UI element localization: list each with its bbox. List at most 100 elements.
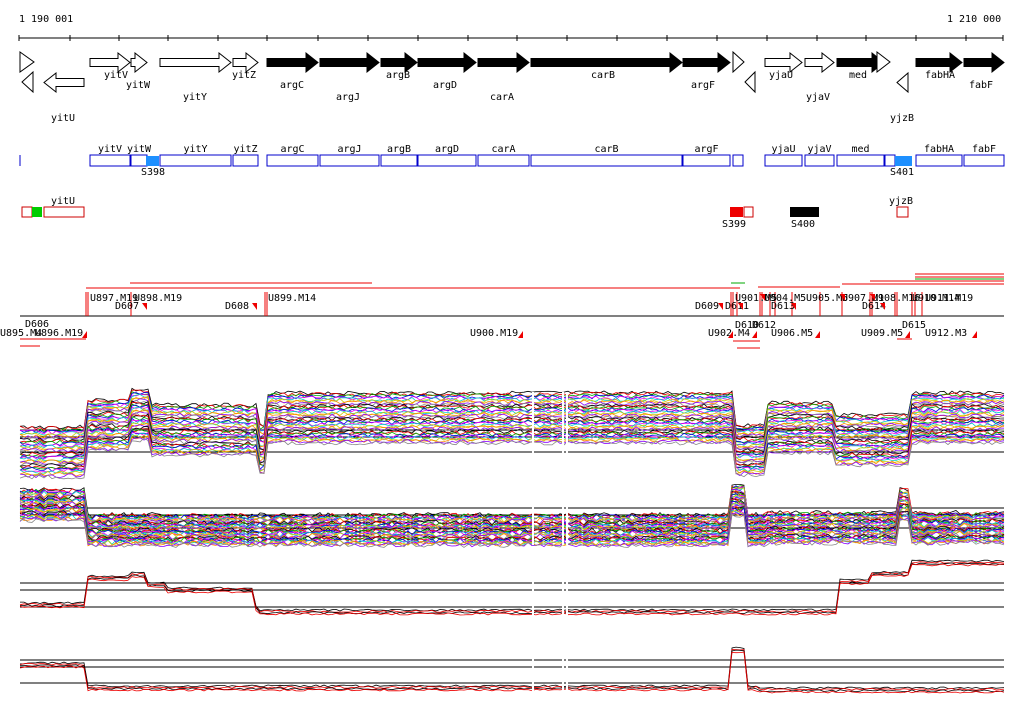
segment-lower-label: U902.M4 — [708, 328, 750, 339]
gene-box-label: carA — [491, 144, 515, 155]
expression-line — [19, 430, 1005, 472]
segment-flag — [840, 294, 845, 301]
gene-arrow-yjzB — [896, 71, 909, 94]
gene-box-rect — [530, 154, 683, 167]
gene-arrow-fabF — [963, 51, 1005, 74]
expression-line — [19, 413, 1005, 455]
gene-arrow-yitU — [43, 71, 85, 94]
gene-arrow-yjaU — [764, 51, 803, 74]
gene-box-label: carB — [594, 144, 618, 155]
gene-argJ: argJ — [319, 51, 380, 103]
segment-flag — [972, 331, 977, 338]
gene-arrow-yitY — [159, 51, 232, 74]
minus-label-yitU: yitU — [51, 196, 75, 207]
gene-box-label: argD — [435, 144, 459, 155]
gene-label-carB: carB — [591, 70, 615, 81]
gene-box-yjaV: yjaV — [804, 144, 835, 167]
segment-D-upper-label: D609 — [695, 301, 719, 312]
minus-box — [43, 206, 85, 218]
gene-arrowhead — [876, 50, 891, 74]
expression-panels — [19, 387, 1005, 700]
segment-flag — [760, 294, 765, 301]
expression-line — [19, 484, 1005, 519]
gene-box-yitV: yitV — [89, 144, 131, 167]
gene-box-rect — [159, 154, 232, 167]
segment-upper-label: U898.M19 — [134, 293, 182, 304]
gene-box-rect — [682, 154, 731, 167]
segment-flag — [905, 331, 910, 338]
segment-flag — [718, 303, 723, 310]
gene-yitY: yitY — [159, 51, 232, 103]
site-label-S398: S398 — [141, 167, 165, 178]
gene-box-rect — [130, 154, 148, 167]
expression-line — [20, 646, 1005, 690]
gene-label-yitZ: yitZ — [232, 70, 256, 81]
gene-fabHA: fabHA — [915, 51, 963, 81]
expression-line — [19, 562, 1005, 615]
segment-flag — [738, 303, 743, 310]
segment-lower-label: U895.M4 — [0, 328, 42, 339]
segment-flag — [752, 331, 757, 338]
site-label-S401: S401 — [890, 167, 914, 178]
segment-flag — [791, 303, 796, 310]
gene-box-rect — [266, 154, 319, 167]
gene-argB: argB — [380, 51, 418, 81]
expression-line — [19, 651, 1005, 694]
gene-box-argF: argF — [682, 144, 731, 167]
gene-box-rect — [915, 154, 963, 167]
segment-upper-label: U908.M16 — [872, 293, 920, 304]
segment-D-lower-label: D615 — [902, 320, 926, 331]
segment-upper-label: U904.M5 — [764, 293, 806, 304]
gene-box-label: yjaV — [807, 144, 831, 155]
gene-label-med: med — [849, 70, 867, 81]
segment-upper-label: U911.M19 — [925, 293, 973, 304]
gene-box-rect — [963, 154, 1005, 167]
minus-box — [743, 206, 754, 218]
gene-arrow-argD — [417, 51, 477, 74]
gene-box-track: yitV yitW yitY yitZ argC argJ argB argD carA carB… — [19, 144, 1005, 178]
ruler-start-label: 1 190 001 — [19, 14, 73, 25]
gene-box-label: argB — [387, 144, 411, 155]
gene-box-yitY: yitY — [159, 144, 232, 167]
gene-box-argB: argB — [380, 144, 418, 167]
gene-label-argJ: argJ — [336, 92, 360, 103]
site-S398-box — [146, 156, 159, 166]
expression-line — [19, 408, 1005, 450]
expression-line — [19, 649, 1005, 693]
site-label-S400: S400 — [791, 219, 815, 230]
gene-arrow-argC — [266, 51, 319, 74]
gene-box-rect — [764, 154, 803, 167]
gene-arrowhead — [744, 70, 756, 94]
expression-line — [20, 559, 1005, 612]
gene-label-yitV: yitV — [104, 70, 128, 81]
gene-yjzB: yjzB — [890, 71, 914, 124]
gene-box-carA: carA — [477, 144, 530, 167]
expression-line — [19, 563, 1004, 616]
gene-box-rect — [477, 154, 530, 167]
segment-upper-label: U899.M14 — [268, 293, 316, 304]
gene-label-argB: argB — [386, 70, 410, 81]
minus-box — [896, 206, 909, 218]
gene-box-yitZ: yitZ — [232, 144, 259, 167]
segment-upper-label: U907.M1 — [842, 293, 884, 304]
segment-upper-label: U897.M19 — [90, 293, 138, 304]
gene-yitV: yitV — [89, 51, 131, 81]
gene-carA: carA — [477, 51, 530, 103]
gene-box-med: med — [836, 144, 885, 167]
gene-label-yitY: yitY — [183, 92, 207, 103]
segment-D-upper-label: D608 — [225, 301, 249, 312]
gene-box-rect — [417, 154, 477, 167]
gene-yjaU: yjaU — [764, 51, 803, 81]
expression-line — [19, 649, 1005, 691]
gene-label-argD: argD — [433, 80, 457, 91]
gene-box-label: fabF — [972, 144, 996, 155]
gene-box-label: yitY — [183, 144, 207, 155]
expression-line — [19, 514, 1005, 548]
gene-box-label: yjaU — [771, 144, 795, 155]
minus-strand-track: yitU yjzB S399 S400 — [21, 196, 913, 230]
gene-label-fabHA: fabHA — [925, 70, 955, 81]
gene-argC: argC — [266, 51, 319, 91]
segment-lower-label: U909.M5 — [861, 328, 903, 339]
segment-lower-label: U896.M19 — [35, 328, 83, 339]
gene-box-rect — [804, 154, 835, 167]
